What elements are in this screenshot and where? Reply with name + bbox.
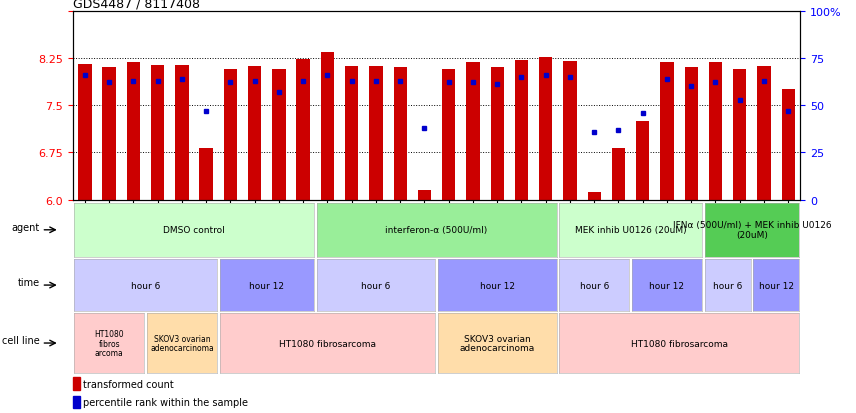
Bar — [175, 66, 188, 200]
Text: hour 6: hour 6 — [580, 281, 609, 290]
Text: SKOV3 ovarian
adenocarcinoma: SKOV3 ovarian adenocarcinoma — [460, 334, 535, 353]
Bar — [660, 62, 674, 200]
Text: HT1080
fibros
arcoma: HT1080 fibros arcoma — [94, 329, 124, 357]
Text: GDS4487 / 8117408: GDS4487 / 8117408 — [73, 0, 199, 10]
Bar — [685, 68, 698, 200]
Bar — [467, 62, 479, 200]
Bar — [248, 67, 261, 200]
Text: hour 12: hour 12 — [249, 281, 284, 290]
Bar — [223, 69, 237, 200]
Text: percentile rank within the sample: percentile rank within the sample — [84, 397, 248, 407]
Text: hour 12: hour 12 — [758, 281, 794, 290]
Bar — [394, 68, 407, 200]
Bar — [539, 58, 552, 200]
Bar — [587, 193, 601, 200]
Bar — [345, 67, 359, 200]
Bar — [369, 67, 383, 200]
Text: HT1080 fibrosarcoma: HT1080 fibrosarcoma — [631, 339, 728, 348]
Bar — [151, 66, 164, 200]
Bar — [78, 65, 92, 200]
Bar — [127, 63, 140, 200]
Bar — [272, 70, 286, 200]
Bar — [782, 90, 795, 200]
Text: SKOV3 ovarian
adenocarcinoma: SKOV3 ovarian adenocarcinoma — [150, 334, 214, 353]
Text: time: time — [18, 278, 40, 288]
Bar — [321, 52, 334, 200]
Bar — [709, 63, 722, 200]
Bar — [733, 69, 746, 200]
Bar — [418, 191, 431, 200]
Text: MEK inhib U0126 (20uM): MEK inhib U0126 (20uM) — [574, 226, 687, 235]
Bar — [612, 149, 625, 200]
Bar — [490, 68, 504, 200]
Bar — [758, 67, 770, 200]
Text: DMSO control: DMSO control — [163, 226, 225, 235]
Bar — [636, 122, 650, 200]
Bar — [73, 377, 80, 391]
Text: hour 6: hour 6 — [361, 281, 390, 290]
Text: HT1080 fibrosarcoma: HT1080 fibrosarcoma — [279, 339, 376, 348]
Bar — [199, 149, 213, 200]
Text: IFNα (500U/ml) + MEK inhib U0126
(20uM): IFNα (500U/ml) + MEK inhib U0126 (20uM) — [673, 221, 831, 240]
Bar — [442, 69, 455, 200]
Text: agent: agent — [12, 223, 40, 233]
Text: hour 12: hour 12 — [479, 281, 514, 290]
Text: cell line: cell line — [3, 335, 40, 345]
Text: hour 6: hour 6 — [131, 281, 160, 290]
Bar — [296, 59, 310, 200]
Text: interferon-α (500U/ml): interferon-α (500U/ml) — [385, 226, 488, 235]
Text: hour 12: hour 12 — [650, 281, 685, 290]
Bar — [103, 68, 116, 200]
Bar — [514, 61, 528, 200]
Bar — [563, 62, 577, 200]
Text: hour 6: hour 6 — [713, 281, 742, 290]
Bar — [73, 396, 80, 408]
Text: transformed count: transformed count — [84, 379, 175, 389]
